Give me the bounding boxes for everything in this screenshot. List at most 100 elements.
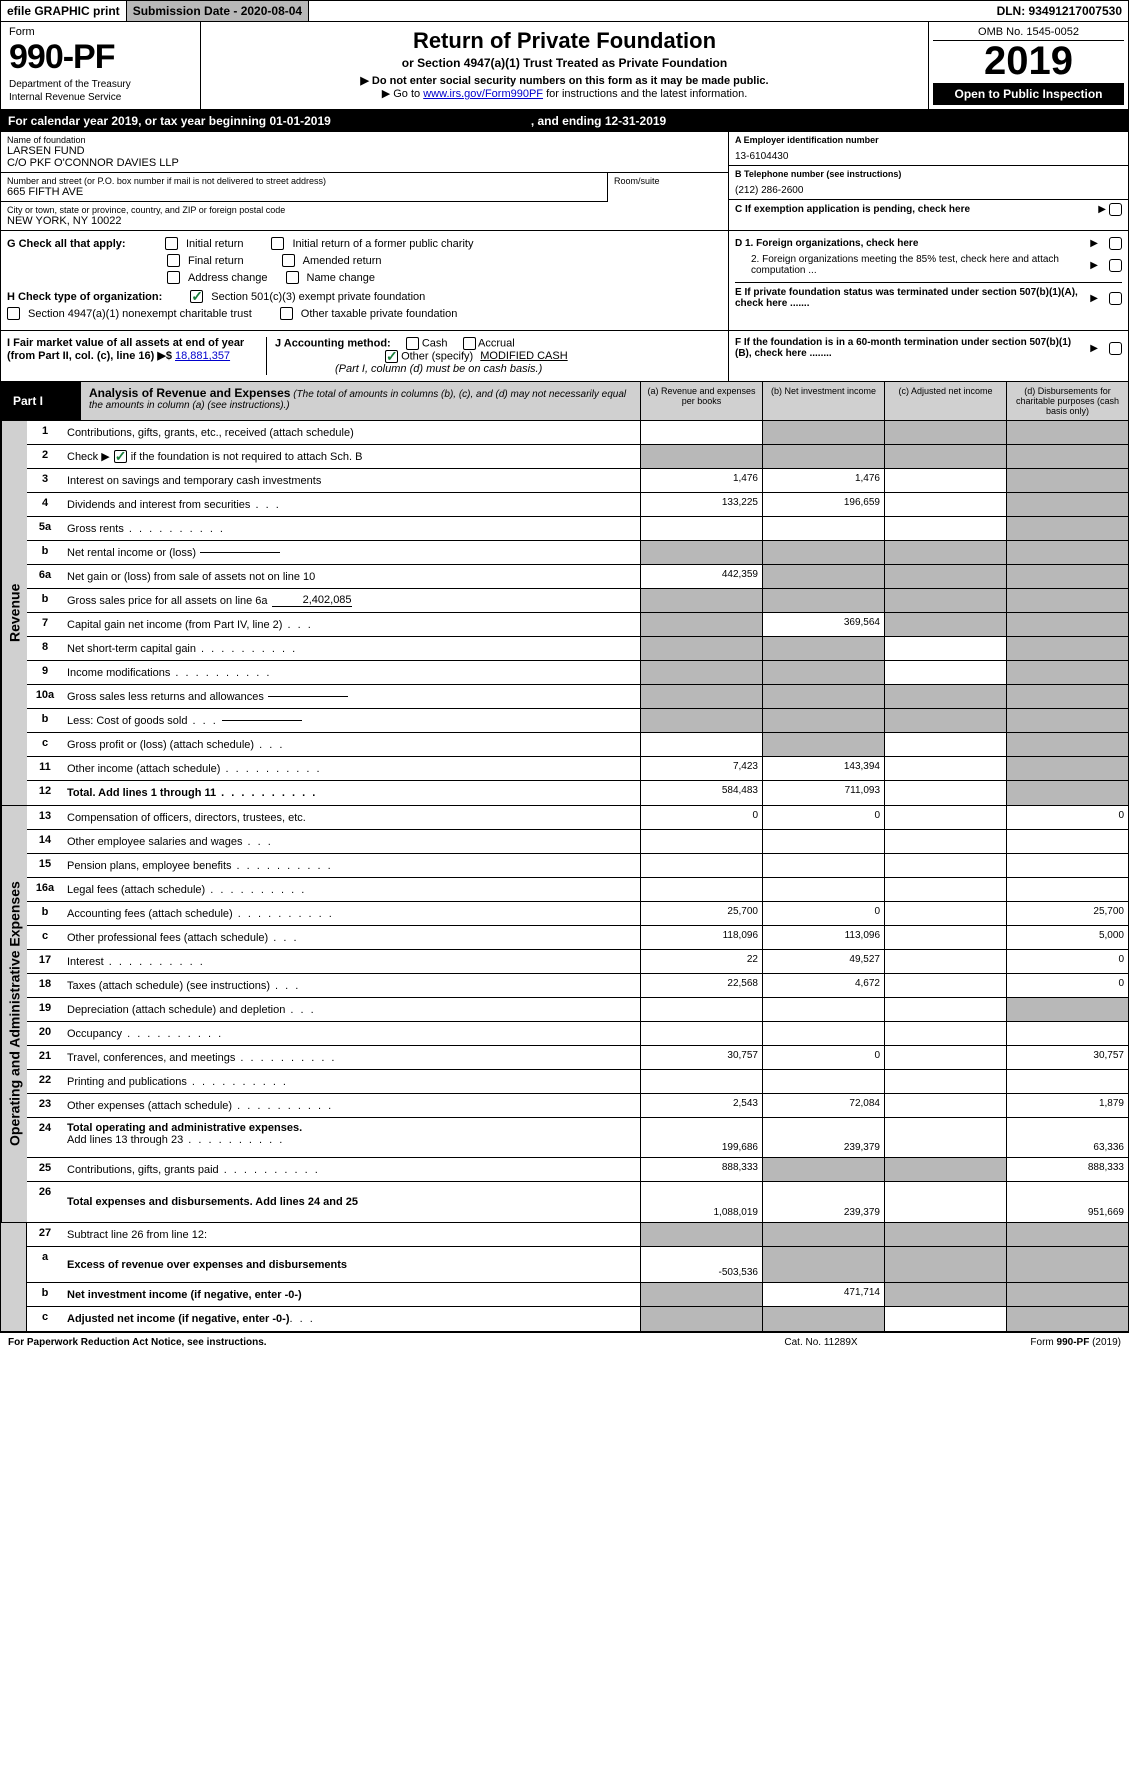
address-change-label: Address change	[188, 272, 268, 284]
ein-cell: A Employer identification number 13-6104…	[729, 132, 1128, 166]
form-note-2: ▶ Go to www.irs.gov/Form990PF for instru…	[213, 87, 916, 100]
efile-label: efile GRAPHIC print	[1, 1, 127, 21]
h-row: H Check type of organization: Section 50…	[7, 290, 722, 303]
table-row: 15Pension plans, employee benefits	[27, 854, 1128, 878]
arrow-icon: ▶	[1090, 293, 1098, 304]
i-value-link[interactable]: 18,881,357	[175, 350, 230, 362]
final-return-checkbox[interactable]	[167, 254, 180, 267]
part1-title: Analysis of Revenue and Expenses	[89, 386, 290, 400]
tax-year: 2019	[933, 41, 1124, 81]
other-specify-value: MODIFIED CASH	[480, 350, 567, 362]
initial-return-checkbox[interactable]	[165, 237, 178, 250]
arrow-icon: ▶	[1098, 204, 1106, 215]
exemption-cell: C If exemption application is pending, c…	[729, 200, 1128, 219]
col-b-header: (b) Net investment income	[762, 382, 884, 420]
amended-return-checkbox[interactable]	[282, 254, 295, 267]
calendar-end: , and ending 12-31-2019	[531, 114, 666, 128]
other-taxable-checkbox[interactable]	[280, 307, 293, 320]
table-row: 1Contributions, gifts, grants, etc., rec…	[27, 421, 1128, 445]
gross-sales-less-field[interactable]	[268, 696, 348, 697]
col-d-header: (d) Disbursements for charitable purpose…	[1006, 382, 1128, 420]
foundation-name-1: LARSEN FUND	[7, 145, 722, 157]
g-row-3: Address change Name change	[7, 271, 722, 284]
header-center: Return of Private Foundation or Section …	[201, 22, 928, 109]
form-label: Form	[9, 26, 192, 38]
check-section-gh: G Check all that apply: Initial return I…	[0, 231, 1129, 331]
4947-checkbox[interactable]	[7, 307, 20, 320]
e-label: E If private foundation status was termi…	[735, 287, 1079, 309]
accrual-label: Accrual	[478, 337, 515, 349]
submission-date: Submission Date - 2020-08-04	[127, 1, 309, 21]
note2-pre: ▶ Go to	[382, 88, 423, 100]
dept-irs: Internal Revenue Service	[9, 92, 192, 103]
info-right: A Employer identification number 13-6104…	[728, 132, 1128, 230]
other-checkbox[interactable]	[385, 350, 398, 363]
table-row: 26Total expenses and disbursements. Add …	[27, 1182, 1128, 1222]
col-c-header: (c) Adjusted net income	[884, 382, 1006, 420]
table-row: 8Net short-term capital gain	[27, 637, 1128, 661]
arrow-icon: ▶	[1090, 238, 1098, 249]
expenses-side-label: Operating and Administrative Expenses	[1, 806, 27, 1222]
table-row: 7Capital gain net income (from Part IV, …	[27, 613, 1128, 637]
calendar-begin: For calendar year 2019, or tax year begi…	[8, 114, 331, 128]
form-number: 990-PF	[9, 38, 192, 77]
d1-checkbox[interactable]	[1109, 237, 1122, 250]
form-link[interactable]: www.irs.gov/Form990PF	[423, 88, 543, 100]
ij-left: I Fair market value of all assets at end…	[1, 331, 728, 381]
table-row: 14Other employee salaries and wages	[27, 830, 1128, 854]
name-change-label: Name change	[307, 272, 376, 284]
revenue-table: Revenue 1Contributions, gifts, grants, e…	[0, 421, 1129, 806]
501c3-label: Section 501(c)(3) exempt private foundat…	[211, 291, 425, 303]
phone-value: (212) 286-2600	[735, 185, 1122, 196]
table-row: 21Travel, conferences, and meetings30,75…	[27, 1046, 1128, 1070]
col-a-header: (a) Revenue and expenses per books	[640, 382, 762, 420]
rental-field[interactable]	[200, 552, 280, 553]
table-row: cOther professional fees (attach schedul…	[27, 926, 1128, 950]
d1-label: D 1. Foreign organizations, check here	[735, 238, 1079, 249]
part1-desc: Analysis of Revenue and Expenses (The to…	[81, 382, 640, 420]
form-title: Return of Private Foundation	[213, 28, 916, 54]
form-subtitle: or Section 4947(a)(1) Trust Treated as P…	[213, 56, 916, 70]
info-left: Name of foundation LARSEN FUND C/O PKF O…	[1, 132, 728, 230]
sch-b-checkbox[interactable]	[114, 450, 127, 463]
table-row: 20Occupancy	[27, 1022, 1128, 1046]
table-row: aExcess of revenue over expenses and dis…	[27, 1247, 1128, 1283]
part1-label: Part I	[1, 382, 81, 420]
spacer	[1, 1223, 27, 1331]
f-checkbox[interactable]	[1109, 342, 1122, 355]
initial-former-checkbox[interactable]	[271, 237, 284, 250]
initial-return-label: Initial return	[186, 238, 243, 250]
d2-checkbox[interactable]	[1109, 259, 1122, 272]
e-checkbox[interactable]	[1109, 292, 1122, 305]
accrual-checkbox[interactable]	[463, 337, 476, 350]
room-label: Room/suite	[614, 176, 722, 186]
table-row: 17Interest2249,5270	[27, 950, 1128, 974]
f-label: F If the foundation is in a 60-month ter…	[735, 337, 1079, 359]
cogs-field[interactable]	[222, 720, 302, 721]
dept-treasury: Department of the Treasury	[9, 79, 192, 90]
name-change-checkbox[interactable]	[286, 271, 299, 284]
expenses-body: 13Compensation of officers, directors, t…	[27, 806, 1128, 1222]
exemption-checkbox[interactable]	[1109, 203, 1122, 216]
j-block: J Accounting method: Cash Accrual Other …	[267, 337, 722, 375]
gross-sales-field: 2,402,085	[272, 594, 352, 607]
ijf-section: I Fair market value of all assets at end…	[0, 331, 1129, 382]
g-label: G Check all that apply:	[7, 238, 157, 250]
arrow-icon: ▶	[1090, 343, 1098, 354]
table-row: bGross sales price for all assets on lin…	[27, 589, 1128, 613]
line27-body: 27Subtract line 26 from line 12: aExcess…	[27, 1223, 1128, 1331]
calendar-year-row: For calendar year 2019, or tax year begi…	[0, 110, 1129, 132]
ein-value: 13-6104430	[735, 151, 1122, 162]
table-row: 18Taxes (attach schedule) (see instructi…	[27, 974, 1128, 998]
j-label: J Accounting method:	[275, 337, 391, 349]
cash-checkbox[interactable]	[406, 337, 419, 350]
501c3-checkbox[interactable]	[190, 290, 203, 303]
address-change-checkbox[interactable]	[167, 271, 180, 284]
table-row: bNet investment income (if negative, ent…	[27, 1283, 1128, 1307]
i-block: I Fair market value of all assets at end…	[7, 337, 267, 375]
top-bar: efile GRAPHIC print Submission Date - 20…	[0, 0, 1129, 22]
table-row: cGross profit or (loss) (attach schedule…	[27, 733, 1128, 757]
d2-row: 2. Foreign organizations meeting the 85%…	[735, 254, 1122, 276]
table-row: 4Dividends and interest from securities1…	[27, 493, 1128, 517]
final-return-label: Final return	[188, 255, 244, 267]
